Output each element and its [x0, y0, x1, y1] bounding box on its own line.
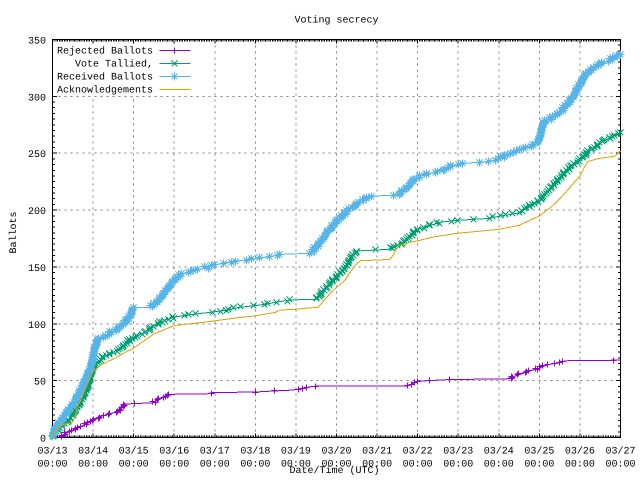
svg-text:Date/Time (UTC): Date/Time (UTC) [289, 465, 379, 477]
svg-text:03/26: 03/26 [565, 446, 595, 458]
svg-text:150: 150 [28, 264, 46, 275]
svg-text:50: 50 [34, 378, 46, 389]
svg-text:03/15: 03/15 [119, 446, 149, 458]
svg-text:Vote Tallied,: Vote Tallied, [75, 59, 153, 71]
svg-text:03/13: 03/13 [37, 446, 67, 458]
svg-text:03/19: 03/19 [281, 446, 311, 458]
svg-text:Rejected Ballots: Rejected Ballots [57, 46, 153, 58]
svg-text:250: 250 [28, 150, 46, 161]
svg-text:00:00: 00:00 [78, 460, 108, 471]
svg-text:Received Ballots: Received Ballots [57, 72, 153, 84]
svg-text:100: 100 [28, 321, 46, 332]
svg-text:00:00: 00:00 [37, 460, 67, 471]
svg-text:00:00: 00:00 [605, 460, 635, 471]
svg-text:00:00: 00:00 [321, 460, 351, 471]
svg-text:300: 300 [28, 93, 46, 104]
svg-text:00:00: 00:00 [200, 460, 230, 471]
svg-text:0: 0 [40, 435, 46, 446]
svg-text:03/14: 03/14 [78, 446, 108, 458]
svg-text:200: 200 [28, 207, 46, 218]
svg-text:Voting secrecy: Voting secrecy [294, 15, 378, 27]
svg-text:03/16: 03/16 [159, 446, 189, 458]
svg-text:03/18: 03/18 [240, 446, 270, 458]
svg-text:03/22: 03/22 [403, 446, 433, 458]
svg-text:00:00: 00:00 [362, 460, 392, 471]
svg-text:00:00: 00:00 [524, 460, 554, 471]
svg-text:00:00: 00:00 [159, 460, 189, 471]
svg-text:Acknowledgements: Acknowledgements [57, 85, 153, 97]
svg-text:00:00: 00:00 [281, 460, 311, 471]
svg-text:350: 350 [28, 37, 46, 48]
svg-text:03/17: 03/17 [200, 446, 230, 458]
svg-text:03/20: 03/20 [321, 446, 351, 458]
svg-text:03/23: 03/23 [443, 446, 473, 458]
svg-text:00:00: 00:00 [443, 460, 473, 471]
svg-text:03/21: 03/21 [362, 446, 392, 458]
svg-text:03/27: 03/27 [605, 446, 635, 458]
svg-text:03/25: 03/25 [524, 446, 554, 458]
svg-text:Ballots: Ballots [8, 211, 20, 253]
svg-text:00:00: 00:00 [403, 460, 433, 471]
svg-text:00:00: 00:00 [565, 460, 595, 471]
svg-text:00:00: 00:00 [119, 460, 149, 471]
svg-text:00:00: 00:00 [484, 460, 514, 471]
svg-text:03/24: 03/24 [484, 446, 514, 458]
svg-text:00:00: 00:00 [240, 460, 270, 471]
